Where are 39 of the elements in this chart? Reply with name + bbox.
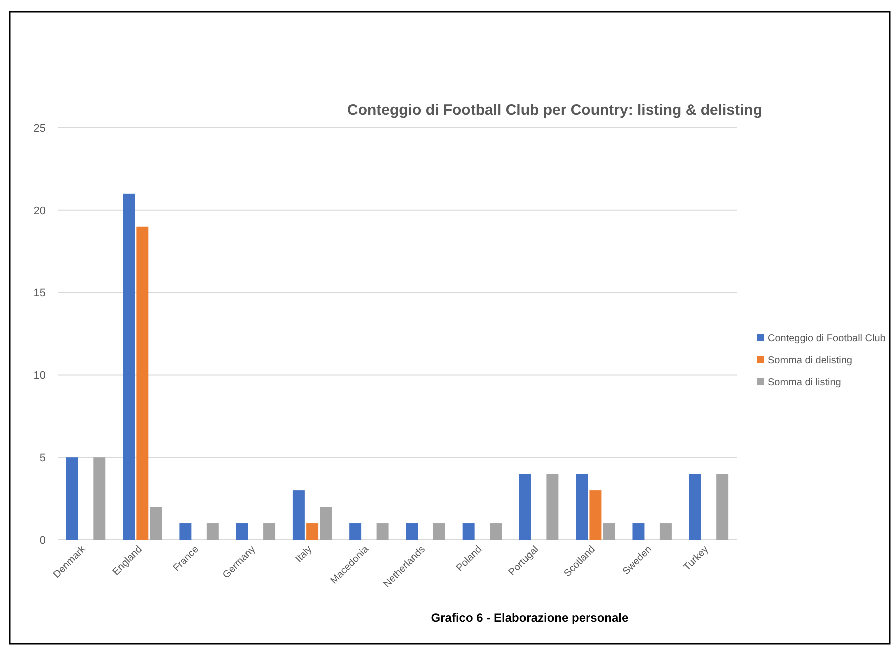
y-tick-label: 10 bbox=[34, 370, 46, 382]
bar bbox=[546, 474, 559, 540]
y-tick-label: 15 bbox=[34, 288, 46, 300]
y-tick-label: 0 bbox=[40, 534, 46, 547]
bar bbox=[136, 226, 149, 540]
bar bbox=[206, 524, 219, 540]
bar bbox=[603, 524, 616, 540]
y-tick-label: 5 bbox=[40, 452, 46, 464]
bar bbox=[94, 458, 106, 540]
y-tick-label: 20 bbox=[34, 205, 46, 218]
bar bbox=[433, 524, 446, 540]
chart-title: Conteggio di Football Club per Country: listing & delisting bbox=[348, 102, 762, 119]
bar bbox=[306, 524, 319, 540]
bar bbox=[490, 524, 502, 540]
bar bbox=[320, 507, 332, 540]
legend-label: Somma di listing bbox=[768, 378, 842, 388]
bar bbox=[292, 490, 305, 540]
text: Grafico 6 - Elaborazione personale bbox=[431, 611, 630, 625]
bar bbox=[66, 458, 78, 540]
bar bbox=[576, 474, 588, 540]
bar bbox=[689, 474, 702, 540]
bar bbox=[150, 507, 162, 540]
bar bbox=[376, 524, 389, 540]
bar bbox=[236, 524, 248, 540]
bar bbox=[519, 474, 532, 540]
legend-label: Conteggio di Football Club bbox=[768, 334, 886, 344]
bar bbox=[350, 524, 362, 540]
bar bbox=[123, 194, 136, 540]
bar bbox=[462, 524, 475, 540]
bar bbox=[660, 524, 672, 540]
bar bbox=[264, 524, 276, 540]
bar bbox=[406, 524, 418, 540]
bar bbox=[180, 524, 192, 540]
bar bbox=[632, 524, 645, 540]
bar bbox=[716, 474, 729, 540]
y-tick-label: 25 bbox=[34, 122, 46, 135]
legend-label: Somma di delisting bbox=[768, 356, 852, 366]
x-tick-label: Italy bbox=[294, 544, 315, 566]
bar bbox=[590, 490, 602, 540]
